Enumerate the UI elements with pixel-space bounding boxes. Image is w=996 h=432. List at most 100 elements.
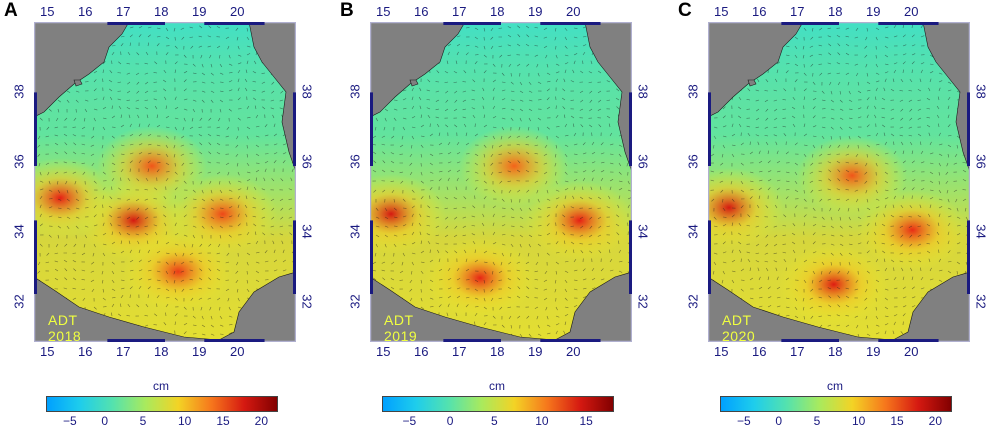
adt-map (34, 22, 296, 342)
latitude-tick-label: 34 (635, 224, 651, 239)
adt-anomaly-blob (425, 238, 536, 318)
adt-anomaly-blob (778, 244, 889, 325)
latitude-tick-label: 34 (685, 224, 701, 239)
longitude-tick-label: 19 (528, 344, 543, 359)
colorbar (46, 396, 278, 412)
colorbar-tick-label: 5 (491, 414, 498, 428)
longitude-tick-label: 19 (192, 4, 207, 19)
colorbar-tick-label: 0 (101, 414, 109, 428)
adt-year-label: ADT 2020 (722, 312, 756, 344)
adt-year-label: ADT 2018 (48, 312, 82, 344)
longitude-tick-label: 18 (154, 4, 169, 19)
latitude-tick-label: 32 (299, 294, 315, 309)
colorbar-tick-label: 10 (852, 414, 866, 428)
adt-anomaly-blob (797, 135, 908, 216)
longitude-tick-label: 20 (230, 4, 245, 19)
latitude-tick-label: 36 (635, 154, 651, 169)
adt-anomaly-blob (459, 126, 570, 206)
colorbar-tick-label: 15 (216, 414, 230, 428)
colorbar-tick-label: 0 (446, 414, 454, 428)
longitude-tick-label: 20 (904, 344, 919, 359)
longitude-tick-label: 17 (452, 344, 467, 359)
colorbar-unit: cm (153, 379, 169, 393)
land-mass (708, 22, 804, 118)
axis-scale-bars (34, 22, 296, 342)
latitude-tick-label: 38 (299, 84, 315, 99)
colorbar-tick-label: 0 (775, 414, 783, 428)
longitude-tick-label: 15 (40, 344, 55, 359)
longitude-tick-label: 18 (828, 4, 843, 19)
longitude-tick-label: 18 (828, 344, 843, 359)
longitude-tick-label: 16 (752, 4, 767, 19)
colorbar-unit: cm (489, 379, 505, 393)
longitude-tick-label: 18 (154, 344, 169, 359)
longitude-tick-label: 15 (714, 4, 729, 19)
colorbar (382, 396, 614, 412)
longitude-tick-label: 17 (790, 344, 805, 359)
colorbar-unit: cm (827, 379, 843, 393)
latitude-tick-label: 38 (685, 84, 701, 99)
latitude-tick-label: 38 (11, 84, 27, 99)
land-mass (248, 22, 296, 173)
adt-year-label: ADT 2019 (384, 312, 418, 344)
colorbar-tick-label: 20 (928, 414, 943, 428)
colorbar-tick-label: 10 (535, 414, 549, 428)
colorbar-tick-label: −5 (402, 414, 417, 428)
longitude-tick-label: 16 (414, 344, 429, 359)
adt-map (708, 22, 970, 342)
longitude-tick-label: 20 (230, 344, 245, 359)
adt-anomaly-blob (34, 158, 116, 238)
longitude-tick-label: 16 (78, 4, 93, 19)
longitude-tick-label: 17 (790, 4, 805, 19)
longitude-tick-label: 19 (866, 344, 881, 359)
longitude-tick-label: 19 (192, 344, 207, 359)
longitude-tick-label: 16 (78, 344, 93, 359)
axis-scale-bars (370, 22, 632, 342)
longitude-tick-label: 18 (490, 344, 505, 359)
axis-scale-bars (708, 22, 970, 342)
longitude-tick-label: 17 (116, 4, 131, 19)
land-mass (409, 79, 419, 87)
latitude-tick-label: 36 (685, 154, 701, 169)
longitude-tick-label: 15 (376, 344, 391, 359)
land-mass (747, 79, 757, 87)
adt-anomaly-blob (167, 174, 278, 254)
colorbar-tick-label: 5 (139, 414, 147, 428)
panel-letter: C (678, 0, 692, 21)
latitude-tick-label: 36 (11, 154, 27, 169)
adt-anomaly-blob (857, 190, 968, 270)
latitude-tick-label: 38 (635, 84, 651, 99)
colorbar-tick-label: 5 (813, 414, 821, 428)
land-mass (73, 79, 83, 87)
panel-letter: B (340, 0, 354, 21)
latitude-tick-label: 32 (635, 294, 651, 309)
colorbar (720, 396, 952, 412)
longitude-tick-label: 16 (752, 344, 767, 359)
land-mass (370, 22, 466, 118)
longitude-tick-label: 20 (566, 4, 581, 19)
longitude-tick-label: 15 (714, 344, 729, 359)
adt-map (370, 22, 632, 342)
panel-letter: A (4, 0, 18, 21)
latitude-tick-label: 32 (685, 294, 701, 309)
land-mass (34, 22, 130, 118)
longitude-tick-label: 19 (528, 4, 543, 19)
longitude-tick-label: 20 (566, 344, 581, 359)
longitude-tick-label: 19 (866, 4, 881, 19)
colorbar-tick-label: 15 (890, 414, 904, 428)
longitude-tick-label: 17 (116, 344, 131, 359)
latitude-tick-label: 38 (973, 84, 989, 99)
adt-anomaly-blob (96, 126, 207, 206)
latitude-tick-label: 36 (347, 154, 363, 169)
latitude-tick-label: 34 (347, 224, 363, 239)
longitude-tick-label: 16 (414, 4, 429, 19)
latitude-tick-label: 32 (973, 294, 989, 309)
latitude-tick-label: 36 (299, 154, 315, 169)
longitude-tick-label: 17 (452, 4, 467, 19)
colorbar-tick-label: −5 (737, 414, 751, 428)
colorbar-tick-label: 10 (178, 414, 192, 428)
latitude-tick-label: 36 (973, 154, 989, 169)
longitude-tick-label: 18 (490, 4, 505, 19)
colorbar-tick-label: 20 (254, 414, 269, 428)
longitude-tick-label: 20 (904, 4, 919, 19)
